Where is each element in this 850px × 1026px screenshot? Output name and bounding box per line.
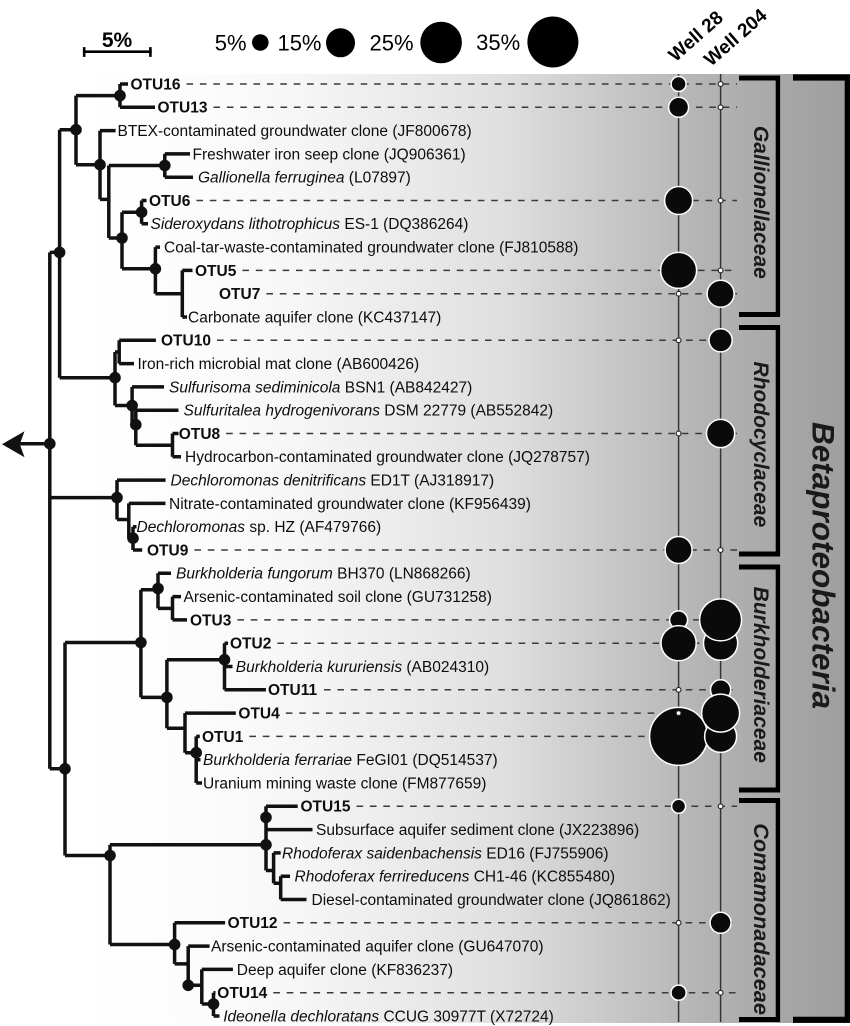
svg-text:5%: 5% xyxy=(215,30,247,55)
svg-text:OTU10: OTU10 xyxy=(161,333,211,350)
svg-text:OTU13: OTU13 xyxy=(158,100,208,117)
svg-text:Sulfuritalea hydrogenivorans D: Sulfuritalea hydrogenivorans DSM 22779 (… xyxy=(184,403,554,420)
svg-text:Iron-rich microbial mat clone: Iron-rich microbial mat clone (AB600426) xyxy=(138,356,420,373)
svg-text:OTU16: OTU16 xyxy=(131,76,181,93)
svg-text:OTU3: OTU3 xyxy=(190,612,232,629)
svg-text:Hydrocarbon-contaminated groun: Hydrocarbon-contaminated groundwater clo… xyxy=(185,449,590,466)
svg-text:OTU8: OTU8 xyxy=(179,426,221,443)
svg-text:OTU9: OTU9 xyxy=(147,542,189,559)
svg-text:Nitrate-contaminated groundwat: Nitrate-contaminated groundwater clone (… xyxy=(169,496,531,513)
svg-text:Carbonate aquifer clone (KC437: Carbonate aquifer clone (KC437147) xyxy=(188,309,441,326)
svg-text:Gallionella ferruginea (L07897: Gallionella ferruginea (L07897) xyxy=(198,170,411,187)
svg-text:BTEX-contaminated groundwater: BTEX-contaminated groundwater clone (JF8… xyxy=(118,123,472,140)
svg-text:Arsenic-contaminated soil clon: Arsenic-contaminated soil clone (GU73125… xyxy=(184,589,492,606)
svg-text:Burkholderia ferrariae FeGI01: Burkholderia ferrariae FeGI01 (DQ514537) xyxy=(203,752,498,769)
svg-text:Burkholderia fungorum BH370 (L: Burkholderia fungorum BH370 (LN868266) xyxy=(176,566,471,583)
svg-text:Burkholderiaceae: Burkholderiaceae xyxy=(749,587,772,764)
svg-text:OTU5: OTU5 xyxy=(195,263,237,280)
svg-text:Subsurface aquifer sediment cl: Subsurface aquifer sediment clone (JX223… xyxy=(316,822,639,839)
svg-text:5%: 5% xyxy=(102,29,133,52)
svg-text:Arsenic-contaminated aquifer c: Arsenic-contaminated aquifer clone (GU64… xyxy=(211,939,544,956)
svg-text:OTU6: OTU6 xyxy=(149,193,191,210)
svg-text:OTU4: OTU4 xyxy=(238,706,280,723)
svg-text:Freshwater iron seep clone (JQ: Freshwater iron seep clone (JQ906361) xyxy=(193,146,466,163)
svg-text:Coal-tar-waste-contaminated gr: Coal-tar-waste-contaminated groundwater … xyxy=(164,240,578,257)
svg-text:Dechloromonas denitrificans ED: Dechloromonas denitrificans ED1T (AJ3189… xyxy=(171,473,495,490)
svg-text:Diesel-contaminated groundwate: Diesel-contaminated groundwater clone (J… xyxy=(312,892,671,909)
svg-text:Deep aquifer clone (KF836237): Deep aquifer clone (KF836237) xyxy=(237,962,453,979)
svg-text:Rhodocyclaceae: Rhodocyclaceae xyxy=(749,362,772,528)
svg-text:Gallionellaceae: Gallionellaceae xyxy=(749,126,772,279)
svg-text:Sulfurisoma sediminicola BSN1: Sulfurisoma sediminicola BSN1 (AB842427) xyxy=(169,379,472,396)
svg-text:Betaproteobacteria: Betaproteobacteria xyxy=(806,422,842,709)
svg-text:OTU1: OTU1 xyxy=(202,729,244,746)
svg-text:Rhodoferax ferrireducens CH1-4: Rhodoferax ferrireducens CH1-46 (KC85548… xyxy=(295,869,616,886)
svg-text:Ideonella dechloratans CCUG 30: Ideonella dechloratans CCUG 30977T (X727… xyxy=(223,1008,554,1025)
svg-text:Burkholderia kururiensis (AB02: Burkholderia kururiensis (AB024310) xyxy=(236,659,489,676)
svg-text:OTU11: OTU11 xyxy=(268,682,317,699)
svg-text:OTU14: OTU14 xyxy=(217,985,267,1002)
svg-text:OTU15: OTU15 xyxy=(301,799,351,816)
svg-text:Uranium mining waste clone (FM: Uranium mining waste clone (FM877659) xyxy=(203,775,486,792)
svg-text:35%: 35% xyxy=(476,30,520,55)
svg-text:OTU12: OTU12 xyxy=(228,915,278,932)
svg-text:Sideroxydans lithotrophicus ES: Sideroxydans lithotrophicus ES-1 (DQ3862… xyxy=(151,216,469,233)
svg-text:25%: 25% xyxy=(370,30,414,55)
svg-text:Comamonadaceae: Comamonadaceae xyxy=(749,823,774,1015)
svg-text:OTU2: OTU2 xyxy=(230,636,271,653)
svg-text:Rhodoferax saidenbachensis ED1: Rhodoferax saidenbachensis ED16 (FJ75590… xyxy=(282,845,609,862)
svg-text:OTU7: OTU7 xyxy=(219,286,260,303)
svg-text:Dechloromonas sp. HZ (AF479766: Dechloromonas sp. HZ (AF479766) xyxy=(137,519,382,536)
svg-text:15%: 15% xyxy=(277,31,321,56)
